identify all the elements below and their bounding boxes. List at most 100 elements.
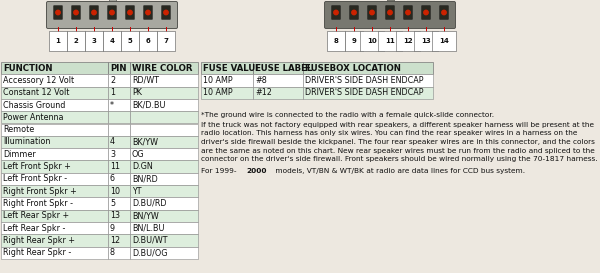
Text: 14: 14 — [439, 38, 449, 44]
Text: OG: OG — [132, 150, 145, 159]
Circle shape — [56, 10, 60, 15]
Bar — [130, 123, 198, 136]
Bar — [130, 185, 198, 197]
Text: BN/YW: BN/YW — [132, 211, 159, 220]
Text: 9: 9 — [352, 38, 356, 44]
FancyBboxPatch shape — [350, 6, 358, 19]
Bar — [303, 62, 433, 74]
Text: *The ground wire is connected to the radio with a female quick-slide connector.: *The ground wire is connected to the rad… — [201, 112, 494, 118]
Text: 5: 5 — [110, 199, 115, 208]
Bar — [130, 74, 198, 87]
Text: 5: 5 — [128, 38, 133, 44]
Bar — [108, 185, 130, 197]
Bar — [130, 99, 198, 111]
Circle shape — [164, 10, 168, 15]
Circle shape — [74, 10, 78, 15]
Circle shape — [92, 10, 96, 15]
FancyBboxPatch shape — [422, 6, 430, 19]
Text: 2: 2 — [110, 76, 115, 85]
Text: 13: 13 — [110, 211, 120, 220]
Text: *: * — [110, 100, 114, 109]
Bar — [253, 62, 303, 74]
Text: models, VT/BN & WT/BK at radio are data lines for CCD bus system.: models, VT/BN & WT/BK at radio are data … — [273, 168, 526, 174]
Text: 13: 13 — [421, 38, 431, 44]
Text: Left Rear Spkr +: Left Rear Spkr + — [3, 211, 69, 220]
Text: 1: 1 — [56, 38, 61, 44]
Text: 4: 4 — [110, 137, 115, 146]
Bar — [109, 0, 115, 5]
Bar — [108, 148, 130, 161]
Bar — [108, 74, 130, 87]
Bar — [1, 87, 108, 99]
Text: RD/WT: RD/WT — [132, 76, 159, 85]
Bar — [201, 62, 253, 74]
Text: DRIVER'S SIDE DASH ENDCAP: DRIVER'S SIDE DASH ENDCAP — [305, 76, 424, 85]
Text: #8: #8 — [255, 76, 267, 85]
Bar — [1, 173, 108, 185]
Text: 1: 1 — [110, 88, 115, 97]
Bar — [130, 62, 198, 74]
Bar — [108, 136, 130, 148]
FancyBboxPatch shape — [386, 6, 394, 19]
Text: Right Rear Spkr +: Right Rear Spkr + — [3, 236, 75, 245]
Circle shape — [146, 10, 150, 15]
Text: 10: 10 — [110, 187, 120, 196]
Text: 6: 6 — [146, 38, 151, 44]
Circle shape — [352, 10, 356, 15]
FancyBboxPatch shape — [440, 6, 448, 19]
Text: 2: 2 — [74, 38, 79, 44]
Text: Left Front Spkr -: Left Front Spkr - — [3, 174, 67, 183]
Bar — [1, 74, 108, 87]
Text: 10 AMP: 10 AMP — [203, 88, 233, 97]
Bar — [108, 111, 130, 123]
FancyBboxPatch shape — [325, 1, 455, 28]
Bar — [201, 74, 253, 87]
Text: Accessory 12 Volt: Accessory 12 Volt — [3, 76, 74, 85]
FancyBboxPatch shape — [71, 6, 80, 19]
Bar — [108, 197, 130, 210]
Circle shape — [424, 10, 428, 15]
Text: 11: 11 — [110, 162, 120, 171]
Text: BK/D.BU: BK/D.BU — [132, 100, 166, 109]
Text: #12: #12 — [255, 88, 272, 97]
Bar — [130, 222, 198, 234]
Text: PK: PK — [132, 88, 142, 97]
Bar — [108, 222, 130, 234]
Text: PIN: PIN — [110, 64, 127, 73]
Text: D.BU/OG: D.BU/OG — [132, 248, 167, 257]
Bar — [1, 234, 108, 247]
Circle shape — [128, 10, 132, 15]
Text: BK/YW: BK/YW — [132, 137, 158, 146]
Text: 11: 11 — [385, 38, 395, 44]
Text: 8: 8 — [334, 38, 338, 44]
Text: Remote: Remote — [3, 125, 34, 134]
Text: D.GN: D.GN — [132, 162, 153, 171]
Bar — [130, 87, 198, 99]
Text: 12: 12 — [110, 236, 120, 245]
Text: Chassis Ground: Chassis Ground — [3, 100, 65, 109]
Text: BN/L.BU: BN/L.BU — [132, 224, 164, 233]
Circle shape — [370, 10, 374, 15]
FancyBboxPatch shape — [47, 1, 178, 28]
Bar — [1, 123, 108, 136]
Bar — [130, 247, 198, 259]
Bar — [130, 161, 198, 173]
Text: BN/RD: BN/RD — [132, 174, 158, 183]
Text: DO NOT USE!: DO NOT USE! — [599, 168, 600, 174]
Text: If the truck was not factory equipped with rear speakers, a different speaker ha: If the truck was not factory equipped wi… — [201, 122, 594, 128]
Bar — [108, 99, 130, 111]
Bar — [1, 210, 108, 222]
Bar — [1, 222, 108, 234]
Bar — [303, 87, 433, 99]
Text: YT: YT — [132, 187, 142, 196]
Text: D.BU/WT: D.BU/WT — [132, 236, 167, 245]
Bar — [108, 210, 130, 222]
Text: are the same as noted on this chart. New rear speaker wires must be run from the: are the same as noted on this chart. New… — [201, 147, 595, 153]
FancyBboxPatch shape — [125, 6, 134, 19]
Text: 12: 12 — [403, 38, 413, 44]
Text: 2000: 2000 — [247, 168, 268, 174]
Circle shape — [406, 10, 410, 15]
Text: Left Front Spkr +: Left Front Spkr + — [3, 162, 71, 171]
Text: 8: 8 — [110, 248, 115, 257]
FancyBboxPatch shape — [53, 6, 62, 19]
